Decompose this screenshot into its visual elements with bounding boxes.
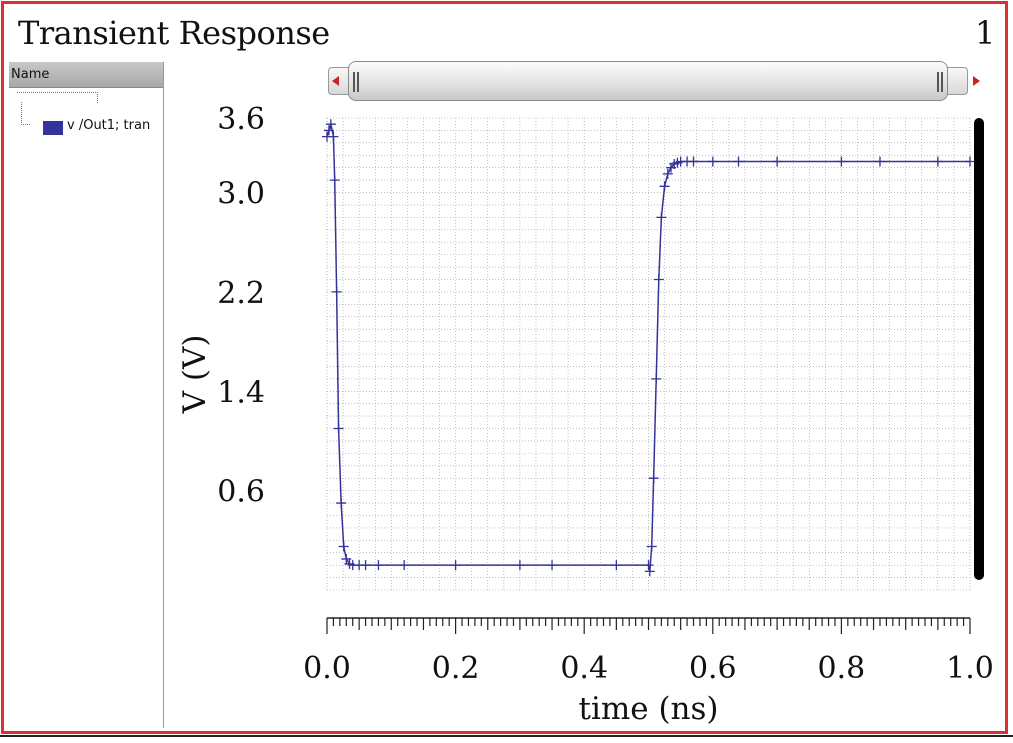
data-point-marker [323,125,334,136]
series-line[interactable] [326,123,970,572]
data-point-marker [373,560,384,571]
thumb-left-grip-icon[interactable] [353,72,359,92]
scrollbar-thumb[interactable] [348,61,948,101]
scroll-right-arrow-icon[interactable] [973,76,980,86]
series-layer[interactable] [322,119,975,577]
name-column-header[interactable]: Name [9,62,163,88]
window-title: Transient Response [18,14,330,52]
bottom-border [0,735,1013,737]
data-point-marker [514,560,525,571]
data-point-marker [360,560,371,571]
data-point-marker [651,373,662,384]
data-point-marker [646,541,657,552]
axes [326,617,971,634]
data-point-marker [450,560,461,571]
y-axis-label: V (V) [177,335,213,415]
x-tick-label: 1.0 [946,651,994,686]
y-tick-label: 1.4 [217,375,265,410]
data-point-marker [707,156,718,167]
scroll-left-arrow-icon[interactable] [332,76,339,86]
data-point-marker [329,175,340,186]
y-tick-label: 2.2 [217,276,265,311]
data-point-marker [644,566,655,577]
data-point-marker [399,560,410,571]
x-tick-label: 0.6 [689,651,737,686]
data-point-marker [965,156,975,167]
x-tick-label: 0.8 [818,651,866,686]
data-point-marker [643,560,654,571]
tree-branch-line [21,102,30,125]
signal-browser: Name v /Out1; tran [9,62,164,728]
y-tick-label: 3.0 [217,177,265,212]
page-number: 1 [975,14,996,52]
signal-item-label[interactable]: v /Out1; tran [67,118,151,133]
y-tick-label: 3.6 [217,102,265,137]
data-point-marker [648,473,659,484]
time-scrollbar[interactable] [328,61,980,101]
data-point-marker [336,498,347,509]
data-point-marker [547,560,558,571]
x-tick-label: 0.4 [560,651,608,686]
x-tick-label: 0.2 [432,651,480,686]
data-point-marker [331,286,342,297]
transient-plot[interactable]: 0.0 0.2 0.4 0.6 0.8 1.0 0.6 1.4 2.2 3.0 3.6 time (… [170,100,1000,725]
data-point-marker [874,156,885,167]
data-point-marker [772,156,783,167]
x-axis-label: time (ns) [578,691,718,725]
data-point-marker [611,560,622,571]
data-point-marker [662,168,673,179]
thumb-right-grip-icon[interactable] [937,72,943,92]
data-point-marker [836,156,847,167]
trace-color-swatch [43,121,63,135]
tick-labels: 0.0 0.2 0.4 0.6 0.8 1.0 0.6 1.4 2.2 3.0 3.6 [217,102,994,686]
data-point-marker [333,423,344,434]
grid-lines [326,117,971,591]
x-tick-label: 0.0 [303,651,351,686]
tree-root-node[interactable] [17,92,98,103]
data-point-marker [656,212,667,223]
data-point-marker [653,274,664,285]
data-point-marker [688,156,699,167]
data-point-marker [328,131,339,142]
data-point-marker [338,541,349,552]
data-point-marker [659,181,670,192]
data-point-marker [932,156,943,167]
y-tick-label: 0.6 [217,475,265,510]
data-point-marker [325,119,336,130]
cursor-marker-bar[interactable] [974,118,984,580]
data-point-marker [733,156,744,167]
